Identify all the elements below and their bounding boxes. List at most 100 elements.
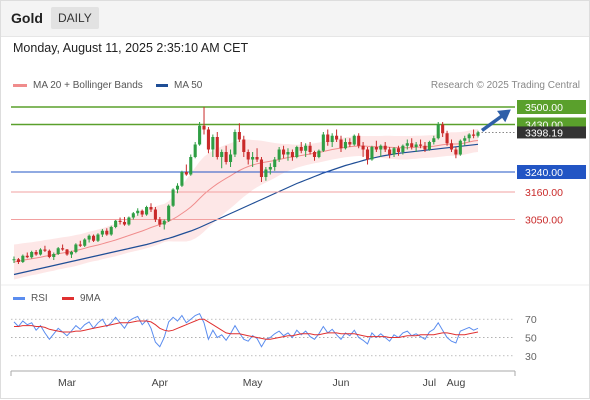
candle-body [136, 210, 140, 214]
candle-body [131, 213, 135, 218]
candle-body [100, 230, 104, 235]
candle-body [277, 149, 281, 160]
candle-body [109, 227, 113, 235]
candle-body [189, 157, 193, 175]
rsi-tick-50: 50 [525, 333, 537, 345]
candle-body [153, 209, 157, 220]
candle-body [335, 135, 339, 140]
candle-body [43, 249, 47, 251]
candle-body [295, 147, 299, 157]
research-credit: Research © 2025 Trading Central [430, 80, 580, 91]
ma50-swatch [156, 83, 168, 87]
candle-body [304, 145, 308, 151]
candle-body [47, 250, 51, 257]
candle-body [379, 145, 383, 150]
candle-body [228, 154, 233, 162]
candle-body [370, 147, 374, 160]
candle-body [414, 144, 418, 147]
candle-body [158, 219, 162, 225]
rsi-ma-swatch [62, 296, 74, 300]
candle-body [449, 143, 454, 150]
rsi-ma-label: 9MA [80, 293, 101, 304]
candle-body [105, 230, 109, 235]
candle-body [317, 150, 321, 157]
candle-body [467, 134, 471, 139]
candle-body [454, 149, 458, 155]
candle-body [432, 138, 436, 142]
candle-body [87, 235, 91, 240]
candle-body [69, 252, 73, 255]
candle-body [83, 239, 87, 246]
chart-datetime: Monday, August 11, 2025 2:35:10 AM CET [13, 41, 249, 55]
candle-body [198, 125, 202, 145]
candle-body [445, 133, 449, 144]
rsi-swatch [13, 296, 25, 300]
candle-body [472, 134, 476, 136]
candle-body [255, 157, 259, 160]
candle-body [383, 145, 387, 150]
candle-body [167, 205, 171, 221]
level-label-3240.00: 3240.00 [525, 167, 563, 179]
candle-body [299, 147, 303, 151]
candle-body [25, 255, 29, 258]
candle-body [16, 259, 20, 262]
x-tick-jul: Jul [423, 377, 436, 389]
candle-body [193, 144, 197, 157]
candle-body [419, 144, 423, 146]
candle-body [365, 149, 370, 160]
rsi-tick-30: 30 [525, 351, 537, 363]
candle-body [392, 148, 396, 155]
candle-body [61, 248, 65, 250]
candle-body [242, 139, 246, 152]
candle-body [233, 132, 237, 155]
candle-body [330, 135, 334, 142]
candle-body [273, 159, 277, 167]
candle-body [34, 252, 38, 255]
x-tick-mar: Mar [58, 377, 77, 389]
candle-body [171, 189, 175, 206]
candle-body [286, 152, 290, 155]
level-tag-3500.00 [517, 100, 586, 114]
candle-body [308, 145, 312, 152]
bollinger-label: MA 20 + Bollinger Bands [33, 80, 143, 91]
candle-body [78, 244, 82, 246]
candle-body [65, 249, 69, 255]
candle-body [343, 142, 347, 149]
candle-body [361, 145, 365, 150]
x-tick-may: May [243, 377, 264, 389]
ma50-label: MA 50 [174, 80, 203, 91]
candle-body [264, 169, 268, 177]
ma20-line [13, 140, 479, 263]
candle-body [282, 149, 286, 155]
period-button[interactable]: DAILY [51, 7, 99, 29]
rsi-ma-line [14, 318, 479, 340]
rsi-label: RSI [31, 293, 48, 304]
candle-body [237, 132, 241, 140]
candle-body [180, 172, 184, 186]
candle-body [357, 135, 361, 146]
candle-body [96, 234, 100, 241]
candle-body [401, 145, 405, 152]
level-label-3160.00: 3160.00 [525, 187, 563, 199]
x-tick-apr: Apr [152, 377, 169, 389]
candle-body [463, 138, 467, 141]
candle-body [427, 142, 431, 150]
bollinger-swatch [13, 83, 27, 87]
candle-body [118, 220, 122, 222]
candle-body [74, 244, 78, 252]
top-bar: Gold DAILY [0, 0, 590, 37]
legend-rsi: RSI [13, 293, 48, 304]
level-label-3050.00: 3050.00 [525, 215, 563, 227]
rsi-line [13, 313, 479, 348]
candle-body [290, 152, 294, 157]
level-tag-3240.00 [517, 165, 586, 179]
candle-body [211, 137, 215, 150]
symbol-title: Gold [11, 10, 43, 26]
ma50-line [13, 143, 479, 276]
forecast-arrow-head [497, 109, 511, 123]
candle-body [396, 148, 401, 152]
candle-body [122, 222, 127, 225]
candle-body [326, 134, 330, 142]
candle-body [339, 139, 343, 149]
